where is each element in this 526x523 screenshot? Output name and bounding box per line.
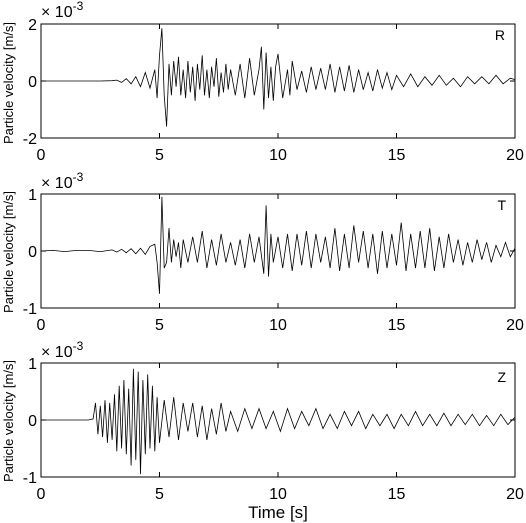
panel-r-ylabel: Particle velocity [m/s]: [1, 22, 16, 144]
panel-r-exponent: × 10-3: [41, 0, 84, 21]
panel-t-ylabel: Particle velocity [m/s]: [1, 191, 16, 313]
panel-r-xtick-label-0: 0: [37, 147, 46, 164]
panel-t-xtick-label-1: 5: [155, 317, 164, 334]
panel-z-exponent: × 10-3: [41, 339, 84, 361]
panel-r-ticks: 0 5 10 15 20-202: [23, 17, 524, 164]
panel-z-plot-area: [40, 362, 516, 478]
panel-z-ticks: 0 5 10 15 20-101: [23, 356, 524, 503]
panel-z-xtick-label-0: 0: [37, 486, 46, 503]
panel-z-xtick-label-3: 15: [388, 486, 406, 503]
panel-z-series-line: [41, 368, 516, 475]
panel-t-xtick-label-3: 15: [388, 317, 406, 334]
panel-r-xtick-label-4: 20: [506, 147, 524, 164]
panel-z-channel-label: Z: [497, 369, 506, 385]
panel-t-xtick-label-2: 10: [269, 317, 287, 334]
panel-r-ytick-label-2: 2: [28, 17, 37, 34]
panel-z-exponent-power: -3: [73, 339, 84, 353]
panel-r-ytick-label-1: 0: [28, 74, 37, 91]
panel-r: Particle velocity [m/s] × 10-3 0 5 10 15 20-…: [1, 0, 524, 164]
panel-r-xtick-label-3: 15: [388, 147, 406, 164]
panel-t-ytick-label-0: -1: [23, 301, 37, 318]
panel-t-ytick-label-1: 0: [28, 244, 37, 261]
panel-t-ytick-label-2: 1: [28, 187, 37, 204]
panel-z-ytick-label-1: 0: [28, 413, 37, 430]
panel-r-ytick-label-0: -2: [23, 131, 37, 148]
panel-t-ticks: 0 5 10 15 20-101: [23, 187, 524, 334]
panel-t-exponent-power: -3: [73, 170, 84, 184]
panel-z-xtick-label-1: 5: [155, 486, 164, 503]
panel-r-channel-label: R: [495, 27, 505, 43]
panel-t-exponent: × 10-3: [41, 170, 84, 192]
panel-z-xlabel: Time [s]: [248, 503, 308, 522]
panel-r-exponent-power: -3: [73, 0, 84, 13]
panel-z-ytick-label-2: 1: [28, 356, 37, 373]
panel-r-xtick-label-2: 10: [269, 147, 287, 164]
panel-z-ytick-label-0: -1: [23, 470, 37, 487]
panel-r-xtick-label-1: 5: [155, 147, 164, 164]
panel-r-exponent-base: × 10: [41, 4, 73, 21]
panel-z-ylabel: Particle velocity [m/s]: [1, 360, 16, 482]
panel-t-xtick-label-0: 0: [37, 317, 46, 334]
panel-t-exponent-base: × 10: [41, 175, 73, 192]
panel-t-series-line: [40, 196, 516, 294]
panel-t-channel-label: T: [497, 197, 506, 213]
panel-z-xtick-label-4: 20: [506, 486, 524, 503]
panel-z-exponent-base: × 10: [41, 344, 73, 361]
panel-z-xtick-label-2: 10: [269, 486, 287, 503]
panel-r-series-line: [41, 28, 516, 127]
panel-t-xtick-label-4: 20: [506, 317, 524, 334]
panel-t-plot-area: [40, 193, 516, 309]
panel-t: Particle velocity [m/s] × 10-3 0 5 10 15 20-…: [1, 170, 524, 334]
panel-z: Particle velocity [m/s] × 10-3 0 5 10 15 20-…: [1, 339, 524, 522]
